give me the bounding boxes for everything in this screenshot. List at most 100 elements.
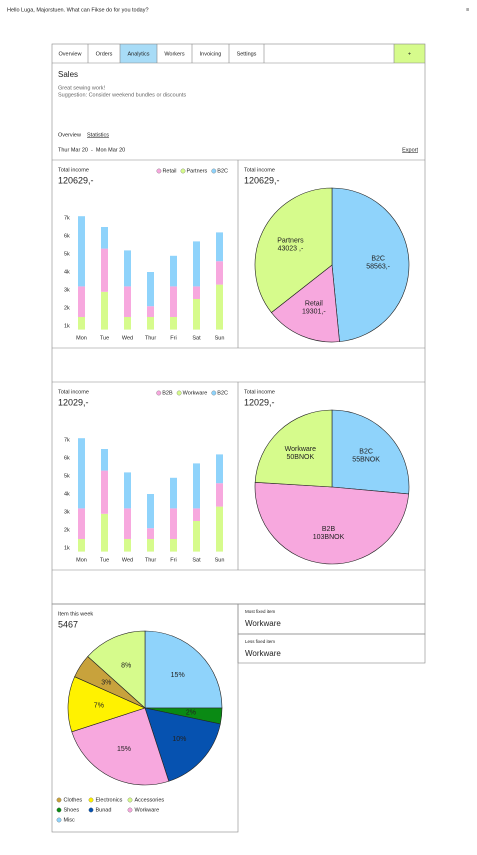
bar-segment <box>170 477 177 509</box>
chart-title: Total income <box>244 167 275 173</box>
export-link[interactable]: Export <box>402 147 418 153</box>
bar-segment <box>101 513 108 552</box>
suggestion: Suggestion: Consider weekend bundles or … <box>58 92 186 98</box>
x-tick-label: Mon <box>76 557 87 563</box>
y-tick-label: 5k <box>64 251 70 257</box>
bar-segment <box>78 539 85 552</box>
pie-slice <box>71 707 170 786</box>
subtab[interactable]: Statistics <box>87 132 109 138</box>
slice-value: 10% <box>172 736 186 743</box>
y-tick-label: 1k <box>64 545 70 551</box>
tab[interactable]: Orders <box>96 51 113 57</box>
legend-label: Shoes <box>64 807 80 813</box>
slice-value: 58563,- <box>366 264 390 271</box>
slice-value: 15% <box>117 746 131 753</box>
slice-value: 8% <box>121 663 131 670</box>
bar-segment <box>193 463 200 509</box>
slice-label: Retail <box>305 300 323 307</box>
legend-swatch <box>180 168 186 174</box>
bar-segment <box>147 528 154 539</box>
legend-label: Bunad <box>96 807 112 813</box>
bar-segment <box>216 261 223 285</box>
bar-segment <box>124 508 131 539</box>
bar-segment <box>147 317 154 330</box>
x-tick-label: Sat <box>192 557 201 563</box>
chart-total: 12029,- <box>58 397 89 407</box>
bar-segment <box>124 472 131 509</box>
legend-swatch <box>127 807 133 813</box>
pie-slice <box>254 187 333 313</box>
tab[interactable]: Overview <box>59 51 82 57</box>
slice-value: 103BNOK <box>313 534 345 541</box>
y-tick-label: 3k <box>64 287 70 293</box>
legend-swatch <box>88 797 94 803</box>
x-tick-label: Wed <box>122 557 133 563</box>
bar-segment <box>170 508 177 539</box>
y-tick-label: 6k <box>64 455 70 461</box>
bar-segment <box>216 483 223 507</box>
slice-value: 3% <box>101 680 111 687</box>
slice-label: Workware <box>285 446 316 453</box>
subtab[interactable]: Overview <box>58 132 81 138</box>
bar-segment <box>216 506 223 552</box>
x-tick-label: Tue <box>100 557 109 563</box>
y-tick-label: 6k <box>64 233 70 239</box>
legend-label: B2C <box>217 168 228 174</box>
bar-segment <box>78 438 85 509</box>
active-tab-bg <box>120 44 157 63</box>
chart-title: Total income <box>58 389 89 395</box>
bar-segment <box>193 508 200 521</box>
tab[interactable]: Workers <box>164 51 185 57</box>
pie-slice <box>254 409 333 488</box>
legend-label: B2B <box>162 390 173 396</box>
x-tick-label: Sun <box>215 335 225 341</box>
y-tick-label: 4k <box>64 491 70 497</box>
bar-segment <box>170 317 177 330</box>
message: Great sewing work! <box>58 85 106 91</box>
legend-swatch <box>88 807 94 813</box>
chart-total: 12029,- <box>244 397 275 407</box>
menu-button[interactable]: ≡ <box>466 7 469 13</box>
chart-title: Item this week <box>58 611 93 617</box>
chart-total: 120629,- <box>58 175 94 185</box>
slice-value: 19301,- <box>302 308 326 315</box>
legend-swatch <box>156 168 162 174</box>
bar-segment <box>193 299 200 330</box>
slice-label: B2B <box>322 526 336 533</box>
legend-label: Retail <box>162 168 176 174</box>
chart-title: Total income <box>244 389 275 395</box>
bar-segment <box>124 250 131 287</box>
legend-swatch <box>56 807 62 813</box>
slice-label: Partners <box>277 238 304 245</box>
y-tick-label: 1k <box>64 323 70 329</box>
bar-segment <box>193 286 200 299</box>
slice-value: 15% <box>171 672 185 679</box>
x-tick-label: Fri <box>170 557 176 563</box>
bar-segment <box>124 539 131 552</box>
tab[interactable]: Invoicing <box>200 51 222 57</box>
bar-segment <box>78 508 85 539</box>
add-button[interactable]: + <box>408 51 411 57</box>
legend-swatch <box>56 797 62 803</box>
bar-segment <box>101 291 108 330</box>
legend-label: Clothes <box>64 797 83 803</box>
x-tick-label: Wed <box>122 335 133 341</box>
slice-value: 2% <box>186 710 196 717</box>
pie-slice <box>144 707 221 782</box>
less-fixed-value: Workware <box>245 649 281 658</box>
slice-label: B2C <box>359 449 373 456</box>
pie-slice <box>144 630 223 709</box>
tab[interactable]: Settings <box>237 51 257 57</box>
pie-slice <box>271 264 340 343</box>
bar-segment <box>170 539 177 552</box>
pie-slice <box>331 187 410 342</box>
tab[interactable]: Analytics <box>127 51 149 57</box>
legend-label: Accessories <box>135 797 165 803</box>
x-tick-label: Thur <box>145 557 156 563</box>
y-tick-label: 2k <box>64 527 70 533</box>
legend-label: B2C <box>217 390 228 396</box>
bar-segment <box>216 232 223 262</box>
bar-segment <box>147 272 154 307</box>
slice-label: B2C <box>371 256 385 263</box>
